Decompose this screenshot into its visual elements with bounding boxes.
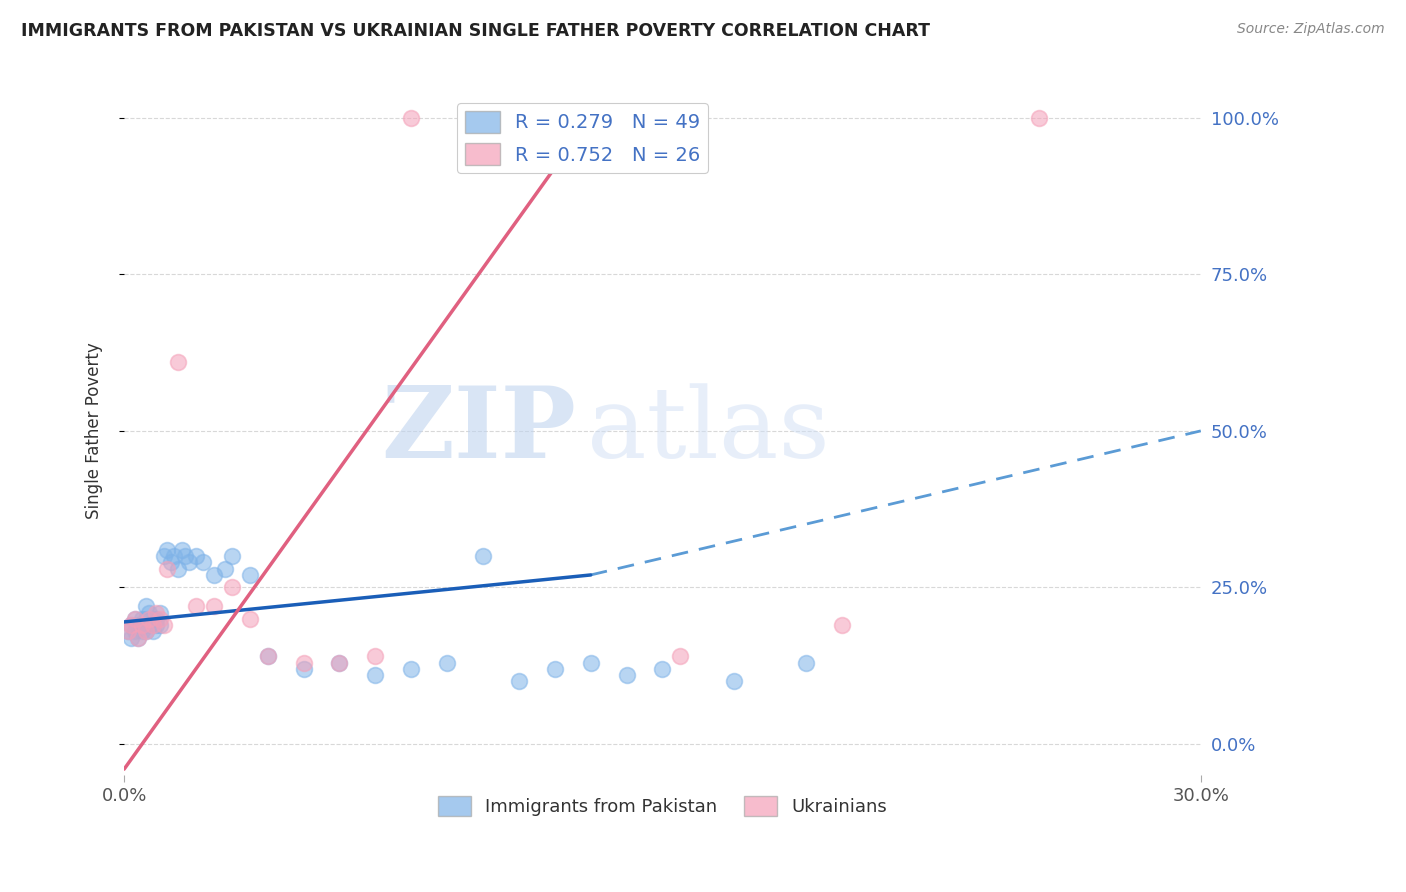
- Point: [127, 618, 149, 632]
- Point: [399, 111, 422, 125]
- Point: [472, 549, 495, 563]
- Point: [221, 581, 243, 595]
- Point: [669, 649, 692, 664]
- Point: [167, 562, 190, 576]
- Point: [364, 649, 387, 664]
- Point: [127, 631, 149, 645]
- Point: [131, 624, 153, 639]
- Point: [170, 542, 193, 557]
- Text: ZIP: ZIP: [381, 383, 576, 479]
- Point: [159, 556, 181, 570]
- Point: [149, 606, 172, 620]
- Text: IMMIGRANTS FROM PAKISTAN VS UKRAINIAN SINGLE FATHER POVERTY CORRELATION CHART: IMMIGRANTS FROM PAKISTAN VS UKRAINIAN SI…: [21, 22, 931, 40]
- Point: [163, 549, 186, 563]
- Point: [292, 656, 315, 670]
- Point: [579, 656, 602, 670]
- Point: [184, 549, 207, 563]
- Point: [292, 662, 315, 676]
- Point: [120, 631, 142, 645]
- Point: [117, 624, 139, 639]
- Point: [256, 649, 278, 664]
- Point: [145, 606, 167, 620]
- Point: [142, 624, 165, 639]
- Point: [138, 612, 160, 626]
- Point: [124, 624, 146, 639]
- Point: [328, 656, 350, 670]
- Point: [124, 612, 146, 626]
- Point: [131, 618, 153, 632]
- Point: [142, 612, 165, 626]
- Point: [328, 656, 350, 670]
- Point: [138, 618, 160, 632]
- Point: [202, 599, 225, 614]
- Point: [256, 649, 278, 664]
- Point: [399, 662, 422, 676]
- Point: [239, 612, 262, 626]
- Point: [117, 624, 139, 639]
- Point: [794, 656, 817, 670]
- Point: [142, 618, 165, 632]
- Legend: Immigrants from Pakistan, Ukrainians: Immigrants from Pakistan, Ukrainians: [430, 789, 894, 823]
- Point: [191, 556, 214, 570]
- Point: [156, 542, 179, 557]
- Point: [152, 549, 174, 563]
- Point: [135, 612, 157, 626]
- Point: [177, 556, 200, 570]
- Point: [579, 111, 602, 125]
- Point: [145, 618, 167, 632]
- Point: [149, 612, 172, 626]
- Point: [616, 668, 638, 682]
- Point: [156, 562, 179, 576]
- Point: [239, 568, 262, 582]
- Text: Source: ZipAtlas.com: Source: ZipAtlas.com: [1237, 22, 1385, 37]
- Point: [436, 656, 458, 670]
- Point: [149, 618, 172, 632]
- Point: [174, 549, 197, 563]
- Point: [145, 612, 167, 626]
- Point: [651, 662, 673, 676]
- Point: [544, 662, 567, 676]
- Point: [152, 618, 174, 632]
- Y-axis label: Single Father Poverty: Single Father Poverty: [86, 343, 103, 519]
- Point: [723, 674, 745, 689]
- Point: [508, 674, 530, 689]
- Point: [135, 599, 157, 614]
- Point: [131, 618, 153, 632]
- Point: [221, 549, 243, 563]
- Point: [831, 618, 853, 632]
- Point: [138, 606, 160, 620]
- Point: [135, 624, 157, 639]
- Text: atlas: atlas: [588, 383, 830, 479]
- Point: [364, 668, 387, 682]
- Point: [120, 618, 142, 632]
- Point: [127, 631, 149, 645]
- Point: [131, 612, 153, 626]
- Point: [167, 355, 190, 369]
- Point: [202, 568, 225, 582]
- Point: [1028, 111, 1050, 125]
- Point: [214, 562, 236, 576]
- Point: [120, 618, 142, 632]
- Point: [184, 599, 207, 614]
- Point: [135, 624, 157, 639]
- Point: [124, 612, 146, 626]
